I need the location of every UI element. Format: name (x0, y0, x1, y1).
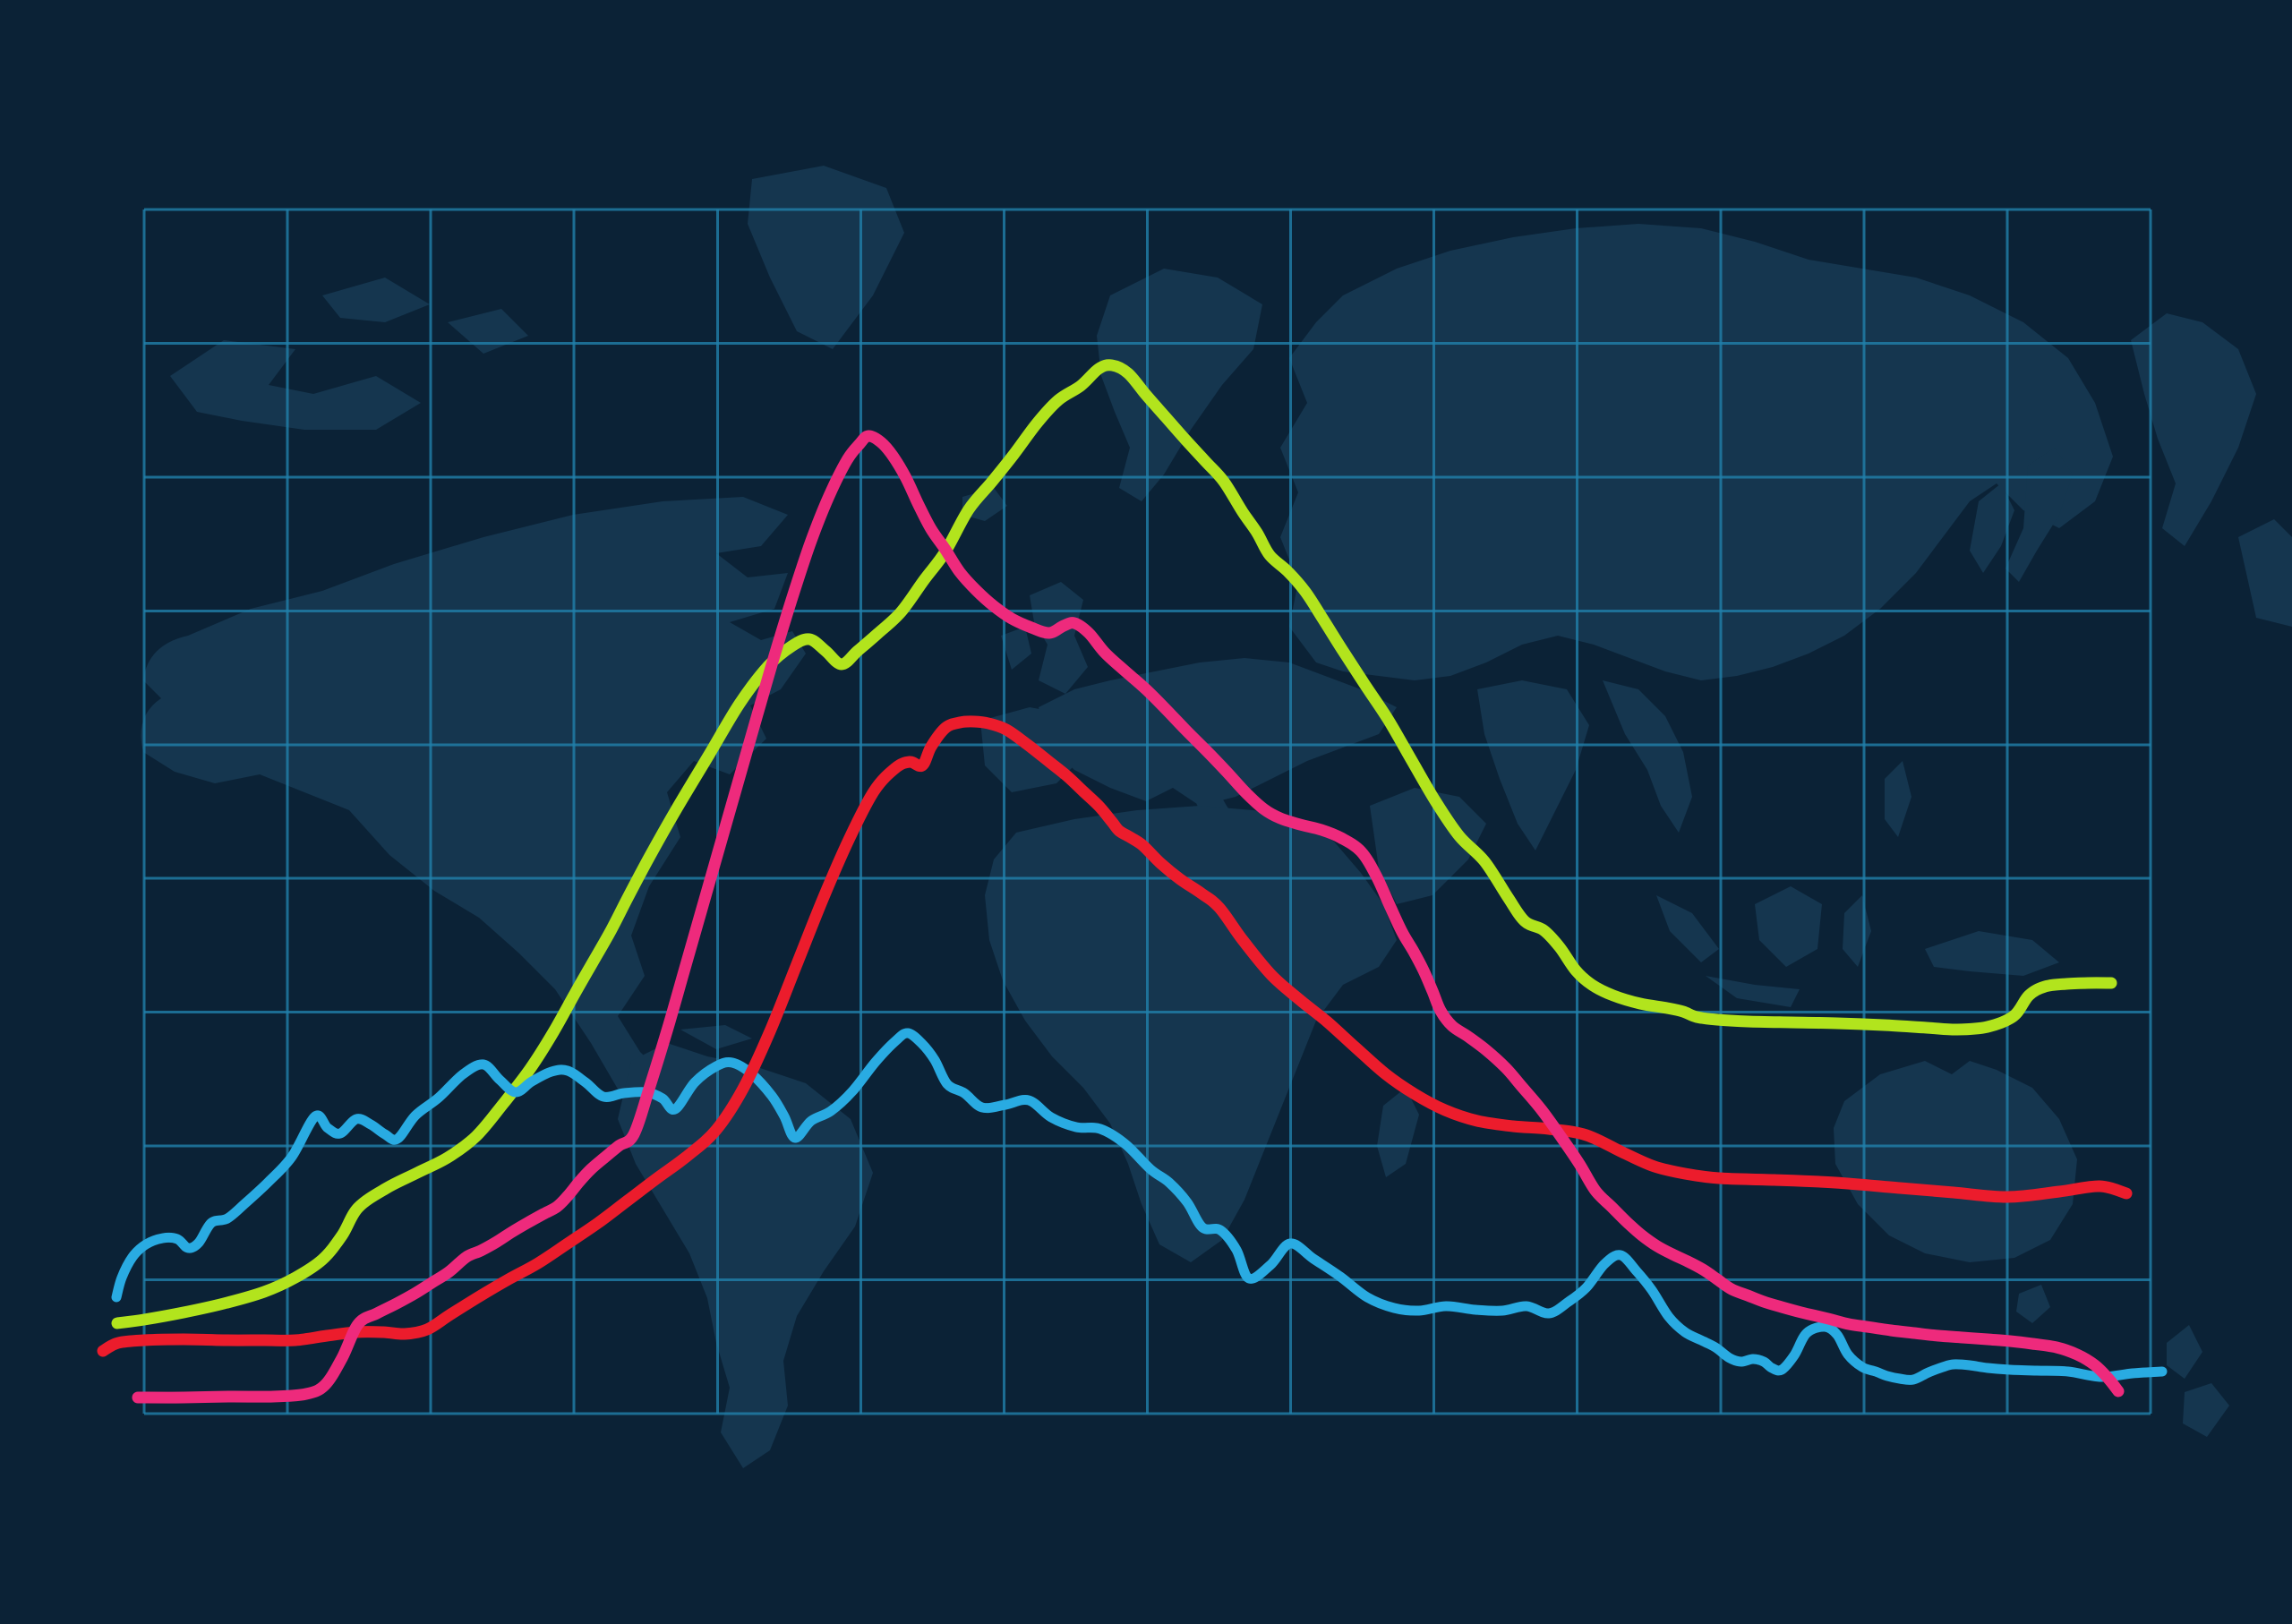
landmass-indonesia (1656, 886, 2059, 1007)
series-line-pink (132, 430, 2125, 1404)
landmass-europe (980, 658, 1397, 846)
series-line-red (97, 715, 2133, 1357)
series-line-lime (111, 359, 2117, 1329)
landmass-new-zealand (2167, 1325, 2229, 1437)
series-line-blue (111, 1028, 2168, 1385)
chart-grid (142, 208, 2152, 1415)
landmass-india (1477, 680, 1589, 850)
landmass-asia (1280, 224, 2113, 680)
landmass-africa (985, 806, 1419, 1262)
landmass-north-america (141, 497, 806, 1106)
landmass-arabia (1370, 788, 1486, 904)
landmass-south-america (618, 1043, 873, 1468)
landmass-greenland (748, 166, 904, 349)
landmass-korea-japan (1970, 448, 2073, 582)
landmass-kamchatka (2131, 313, 2292, 627)
landmass-philippines (1885, 761, 1911, 837)
landmass-indochina (1603, 680, 1692, 833)
world-map-silhouette (141, 166, 2292, 1468)
chart-series-group (97, 359, 2168, 1404)
landmass-arctic-islands (170, 278, 528, 430)
landmass-scandinavia (1097, 269, 1262, 501)
